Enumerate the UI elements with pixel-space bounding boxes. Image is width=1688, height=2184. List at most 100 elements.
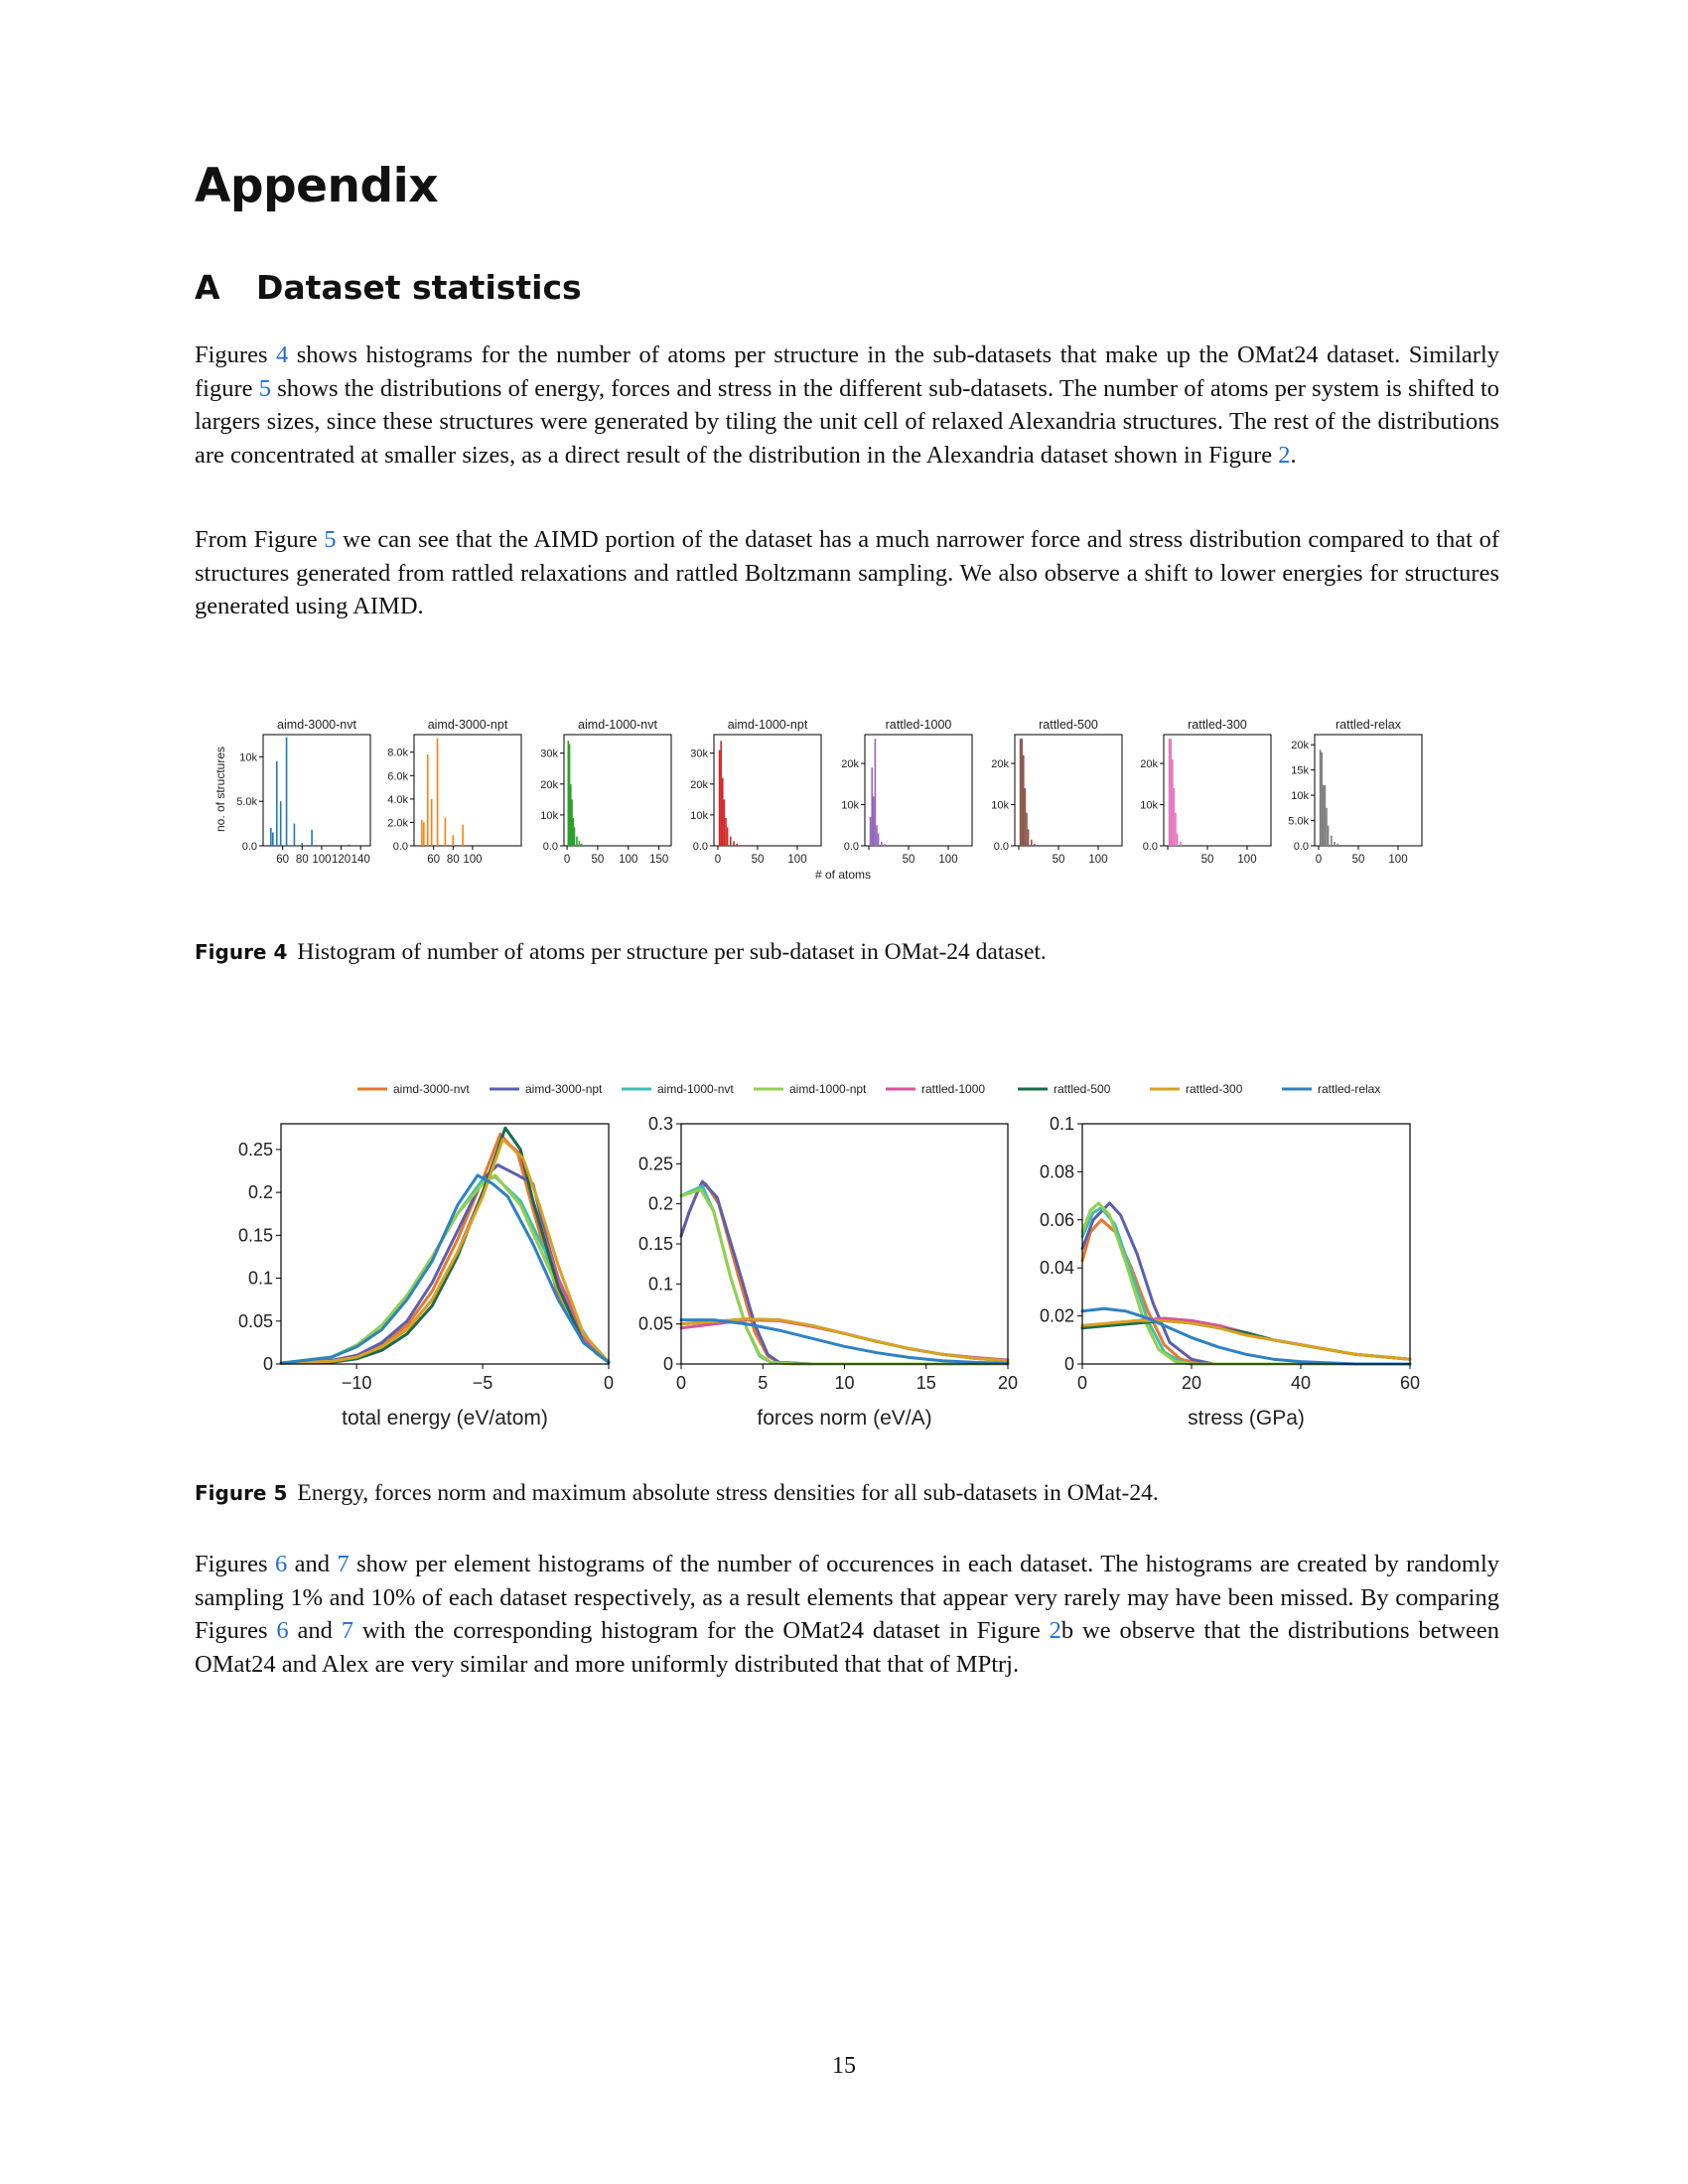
panel-frame: [713, 734, 822, 847]
y-tick-label: 0.25: [638, 1154, 673, 1173]
legend-item: aimd-3000-nvt: [357, 1082, 470, 1096]
y-tick-label: 8.0k: [387, 748, 408, 759]
figure-ref-link[interactable]: 6: [274, 1551, 288, 1577]
x-tick-label: −10: [342, 1373, 372, 1393]
x-axis-label: forces norm (eV/A): [757, 1407, 931, 1430]
page-number: 15: [832, 2053, 856, 2079]
histogram-panel: rattled-300 0.0 10k 20k 50 100: [1140, 718, 1272, 866]
histogram-bar: [1327, 825, 1330, 846]
figure-ref-link[interactable]: 7: [337, 1551, 350, 1577]
y-tick-label: 5.0k: [236, 796, 257, 808]
histogram-bar: [1176, 833, 1179, 846]
figure-5-density-plots: aimd-3000-nvt aimd-3000-npt aimd-1000-nvt a…: [238, 1082, 1420, 1430]
legend-item: rattled-500: [1018, 1082, 1111, 1096]
y-tick-label: 0.1: [648, 1274, 673, 1294]
histogram-bar: [736, 843, 738, 846]
y-tick-label: 2.0k: [387, 817, 408, 829]
x-tick-label: 150: [649, 854, 668, 866]
x-tick-label: 60: [1400, 1373, 1420, 1393]
histogram-bar: [733, 841, 735, 846]
density-panel: 0 0.05 0.1 0.15 0.2 0.25 −10 −5 0 total energy (e…: [238, 1123, 614, 1430]
figure-ref-link[interactable]: 5: [324, 526, 337, 553]
text: Figures: [195, 341, 277, 368]
paragraph-1: Figures 4 shows histograms for the numbe…: [195, 339, 1499, 472]
x-tick-label: 0: [564, 854, 570, 866]
x-tick-label: 15: [916, 1373, 936, 1393]
histogram-bar: [1023, 754, 1025, 846]
y-tick-label: 20k: [540, 779, 558, 791]
histogram-bar: [722, 777, 724, 846]
y-tick-label: 10k: [540, 810, 558, 822]
histogram-bar: [573, 827, 576, 846]
histogram-bar: [311, 829, 313, 846]
panel-frame: [262, 734, 371, 847]
x-tick-label: 120: [332, 854, 351, 866]
histogram-bar: [730, 836, 732, 846]
histogram-bar: [348, 844, 351, 846]
x-tick-label: 0: [604, 1373, 614, 1393]
y-tick-label: 20k: [1140, 758, 1158, 770]
legend-item: rattled-1000: [886, 1082, 985, 1096]
histogram-bar: [1168, 739, 1171, 846]
histogram-bar: [1027, 829, 1030, 846]
figure-ref-link[interactable]: 2: [1278, 441, 1291, 469]
section-heading: A Dataset statistics: [195, 268, 582, 307]
paragraph-3: Figures 6 and 7 show per element histogr…: [195, 1548, 1499, 1681]
density-line: [279, 1138, 611, 1365]
figure-5-caption: Figure 5 Energy, forces norm and maximum …: [195, 1478, 1159, 1508]
histogram-bar: [301, 843, 304, 846]
x-tick-label: 40: [1291, 1373, 1311, 1393]
x-tick-label: 140: [352, 854, 370, 866]
histogram-panel: aimd-3000-nvt 0.0 5.0k 10k 60 80 100 120 140: [236, 718, 371, 866]
y-tick-label: 0.0: [844, 841, 859, 853]
density-line: [1080, 1201, 1412, 1366]
y-tick-label: 0.1: [248, 1269, 273, 1289]
histogram-bar: [571, 799, 573, 846]
histogram-bar: [1336, 843, 1338, 846]
figure-ref-link[interactable]: 7: [341, 1617, 354, 1644]
x-tick-label: 0: [676, 1373, 686, 1393]
y-tick-label: 0.0: [242, 841, 257, 853]
histogram-bar: [1321, 751, 1323, 846]
y-tick-label: 6.0k: [387, 770, 408, 782]
figure-ref-link[interactable]: 6: [276, 1617, 289, 1644]
y-tick-label: 0.25: [238, 1140, 273, 1160]
histogram-bar: [430, 798, 433, 846]
histogram-bar: [1031, 839, 1033, 846]
histogram-bar: [874, 739, 877, 846]
legend-label: rattled-300: [1186, 1082, 1243, 1096]
legend-label: aimd-1000-nvt: [657, 1082, 734, 1096]
y-tick-label: 20k: [841, 758, 859, 770]
histogram-bar: [1019, 739, 1022, 846]
histogram-bar: [572, 818, 575, 846]
x-tick-label: 100: [312, 854, 331, 866]
figure-ref-link[interactable]: 2: [1049, 1617, 1061, 1644]
y-tick-label: 10k: [239, 751, 257, 763]
x-tick-label: 80: [447, 854, 460, 866]
y-tick-label: 20k: [1291, 740, 1309, 751]
y-tick-label: 0.15: [638, 1234, 673, 1254]
histogram-bar: [1170, 739, 1172, 846]
text: and: [287, 1551, 338, 1577]
figure-ref-link[interactable]: 5: [258, 374, 271, 402]
y-tick-label: 10k: [1140, 800, 1158, 812]
x-tick-label: 50: [903, 854, 915, 866]
legend-item: rattled-relax: [1282, 1082, 1380, 1096]
histogram-bar: [871, 767, 873, 846]
histogram-bar: [1323, 784, 1325, 846]
y-tick-label: 0.05: [238, 1311, 273, 1331]
histogram-bar: [567, 741, 570, 846]
figure-ref-link[interactable]: 4: [276, 341, 289, 368]
density-line: [1080, 1206, 1412, 1366]
text: b we observe that the distributions betw…: [195, 1617, 1499, 1678]
panel-title: rattled-300: [1188, 718, 1247, 732]
text: Figures: [195, 1551, 275, 1577]
histogram-bar: [720, 741, 722, 846]
histogram-bar: [581, 843, 583, 846]
histogram-bar: [270, 828, 272, 846]
x-tick-label: 10: [834, 1373, 854, 1393]
x-tick-label: 50: [1201, 854, 1214, 866]
histogram-bar: [423, 822, 425, 846]
